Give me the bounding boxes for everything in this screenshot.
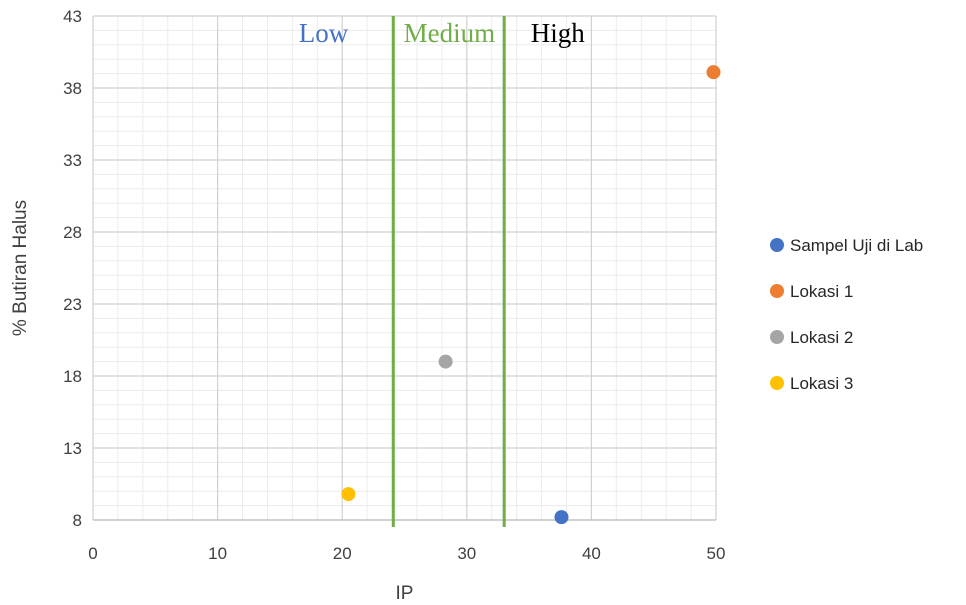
reference-lines (393, 16, 504, 527)
data-point (707, 65, 721, 79)
y-axis-title: % Butiran Halus (10, 200, 31, 336)
x-tick-label: 30 (457, 544, 476, 563)
legend-label: Lokasi 3 (790, 374, 853, 393)
x-tick-label: 10 (208, 544, 227, 563)
data-point (341, 487, 355, 501)
y-tick-label: 23 (63, 295, 82, 314)
y-tick-label: 13 (63, 439, 82, 458)
zone-labels: Low Medium High (299, 18, 585, 48)
data-points (341, 65, 720, 524)
y-tick-label: 33 (63, 151, 82, 170)
y-tick-label: 18 (63, 367, 82, 386)
legend-marker (770, 284, 784, 298)
legend-marker (770, 376, 784, 390)
legend-label: Lokasi 1 (790, 282, 853, 301)
legend-marker (770, 238, 784, 252)
y-tick-label: 28 (63, 223, 82, 242)
grid (93, 16, 716, 520)
legend-label: Lokasi 2 (790, 328, 853, 347)
zone-label-high: High (531, 18, 586, 48)
x-tick-label: 50 (707, 544, 726, 563)
x-tick-label: 0 (88, 544, 97, 563)
data-point (554, 510, 568, 524)
legend: Sampel Uji di Lab Lokasi 1 Lokasi 2 Lokasi … (770, 236, 923, 393)
y-tick-label: 8 (73, 511, 82, 530)
x-tick-label: 40 (582, 544, 601, 563)
y-tick-label: 38 (63, 79, 82, 98)
legend-label: Sampel Uji di Lab (790, 236, 923, 255)
y-tick-label: 43 (63, 7, 82, 26)
zone-label-low: Low (299, 18, 349, 48)
zone-label-medium: Medium (404, 18, 496, 48)
x-tick-label: 20 (333, 544, 352, 563)
x-axis-title: IP (396, 583, 414, 604)
data-point (439, 355, 453, 369)
legend-marker (770, 330, 784, 344)
